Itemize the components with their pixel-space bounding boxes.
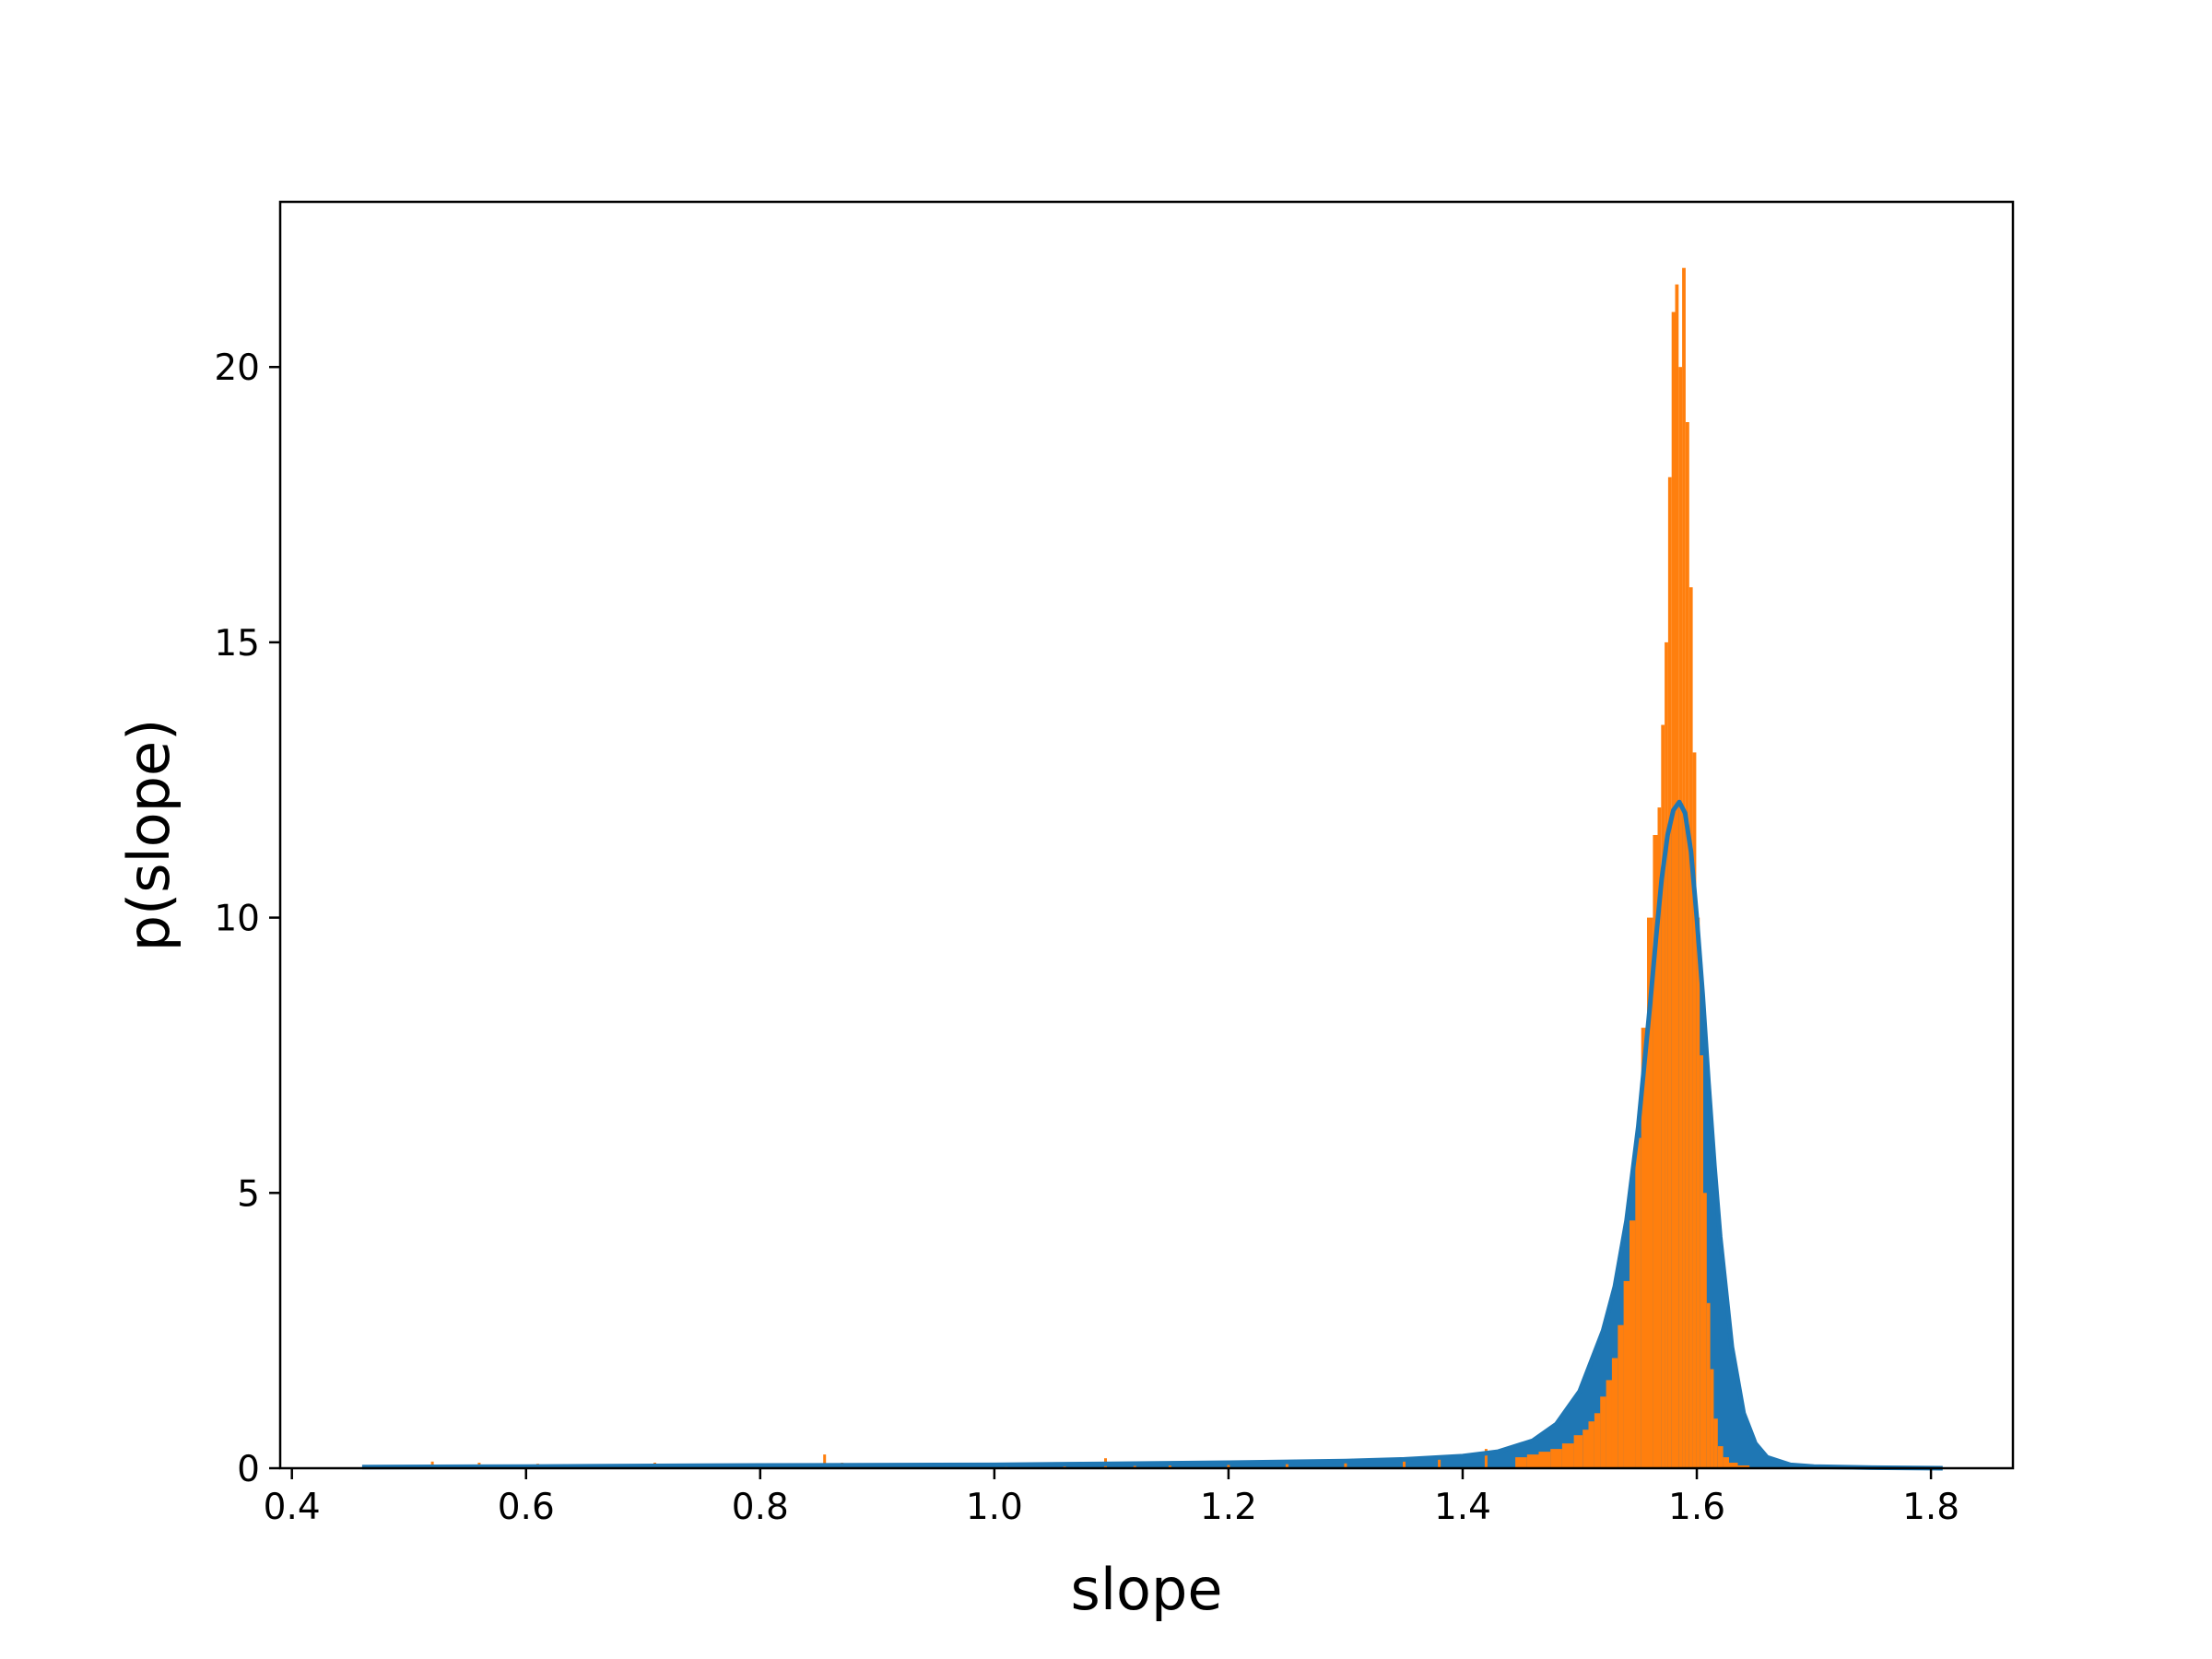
histogram-bar [1594,1413,1601,1468]
x-tick-label: 1.4 [1434,1487,1491,1528]
histogram-bar [1618,1324,1624,1468]
histogram-bar [1550,1449,1562,1468]
fit-curve-line [361,799,1943,1471]
histogram-tail-bar [1285,1461,1288,1468]
histogram-bar [1611,1358,1618,1468]
histogram-bar [1737,1465,1750,1468]
histogram-bar [1647,917,1653,1468]
x-tick-label: 0.4 [264,1487,321,1528]
histogram-tail-bar [1344,1460,1347,1468]
y-tick-label: 10 [214,899,260,940]
histogram-bar [1710,1369,1714,1468]
histogram-bar [1723,1457,1729,1468]
x-tick-label: 1.0 [966,1487,1023,1528]
histogram-bar [1717,1446,1724,1468]
x-tick-label: 0.8 [732,1487,789,1528]
histogram-tail-bar [823,1454,827,1468]
y-axis-label: p(slope) [115,719,182,952]
histogram-bar [1661,724,1665,1468]
histogram-bar [1713,1418,1718,1468]
x-tick-label: 0.6 [498,1487,555,1528]
x-tick-label: 1.2 [1200,1487,1257,1528]
histogram-bar [1588,1421,1594,1468]
x-tick-label: 1.6 [1668,1487,1725,1528]
histogram-bar [1573,1435,1583,1468]
y-tick-label: 20 [214,347,260,389]
y-tick-label: 15 [214,623,260,665]
histogram-bar [1606,1380,1612,1468]
histogram-bar [1641,1028,1648,1468]
y-axis: 0 5 10 15 20 [214,347,280,1490]
histogram-bar [1675,284,1679,1469]
histogram-bar [1515,1457,1527,1468]
histogram-bar [1703,1193,1707,1468]
histogram-bar [1657,807,1662,1468]
y-tick-label: 0 [237,1449,260,1490]
histogram-tail-bar [1403,1457,1406,1468]
histogram-tail-bar [1438,1458,1441,1468]
histogram-tail-bar [1484,1449,1488,1468]
histogram-bar [1635,1137,1641,1468]
y-tick-label: 5 [237,1173,260,1215]
histogram-bar [1671,312,1676,1468]
histogram-bar [1682,267,1686,1469]
histogram-bar [1623,1280,1630,1468]
histogram-bar [1688,587,1693,1468]
histogram-bar [1692,752,1697,1468]
histogram-bar [1630,1220,1636,1468]
histogram-bar [1526,1454,1539,1468]
histogram-tail-bar [1227,1463,1230,1468]
histogram-bar [1653,835,1658,1468]
histogram-bar [1696,917,1700,1468]
histogram-bar [1729,1463,1738,1468]
histogram-bar [1667,477,1672,1469]
histogram-bar [1678,367,1683,1469]
x-tick-label: 1.8 [1902,1487,1959,1528]
histogram-bar [1686,422,1689,1468]
histogram-bar [1665,641,1668,1468]
axes-frame [278,200,2015,1470]
x-axis-label: slope [1071,1556,1223,1623]
histogram-bar [1561,1443,1574,1468]
histogram-bar [1706,1302,1711,1468]
histogram-bar [1583,1430,1589,1468]
histogram-bar [1538,1452,1551,1468]
plot-area [361,267,1943,1471]
histogram-bar [1700,1055,1703,1468]
x-axis: 0.4 0.6 0.8 1.0 1.2 1.4 1.6 1.8 [264,1468,1959,1528]
histogram-bar [1600,1396,1606,1468]
